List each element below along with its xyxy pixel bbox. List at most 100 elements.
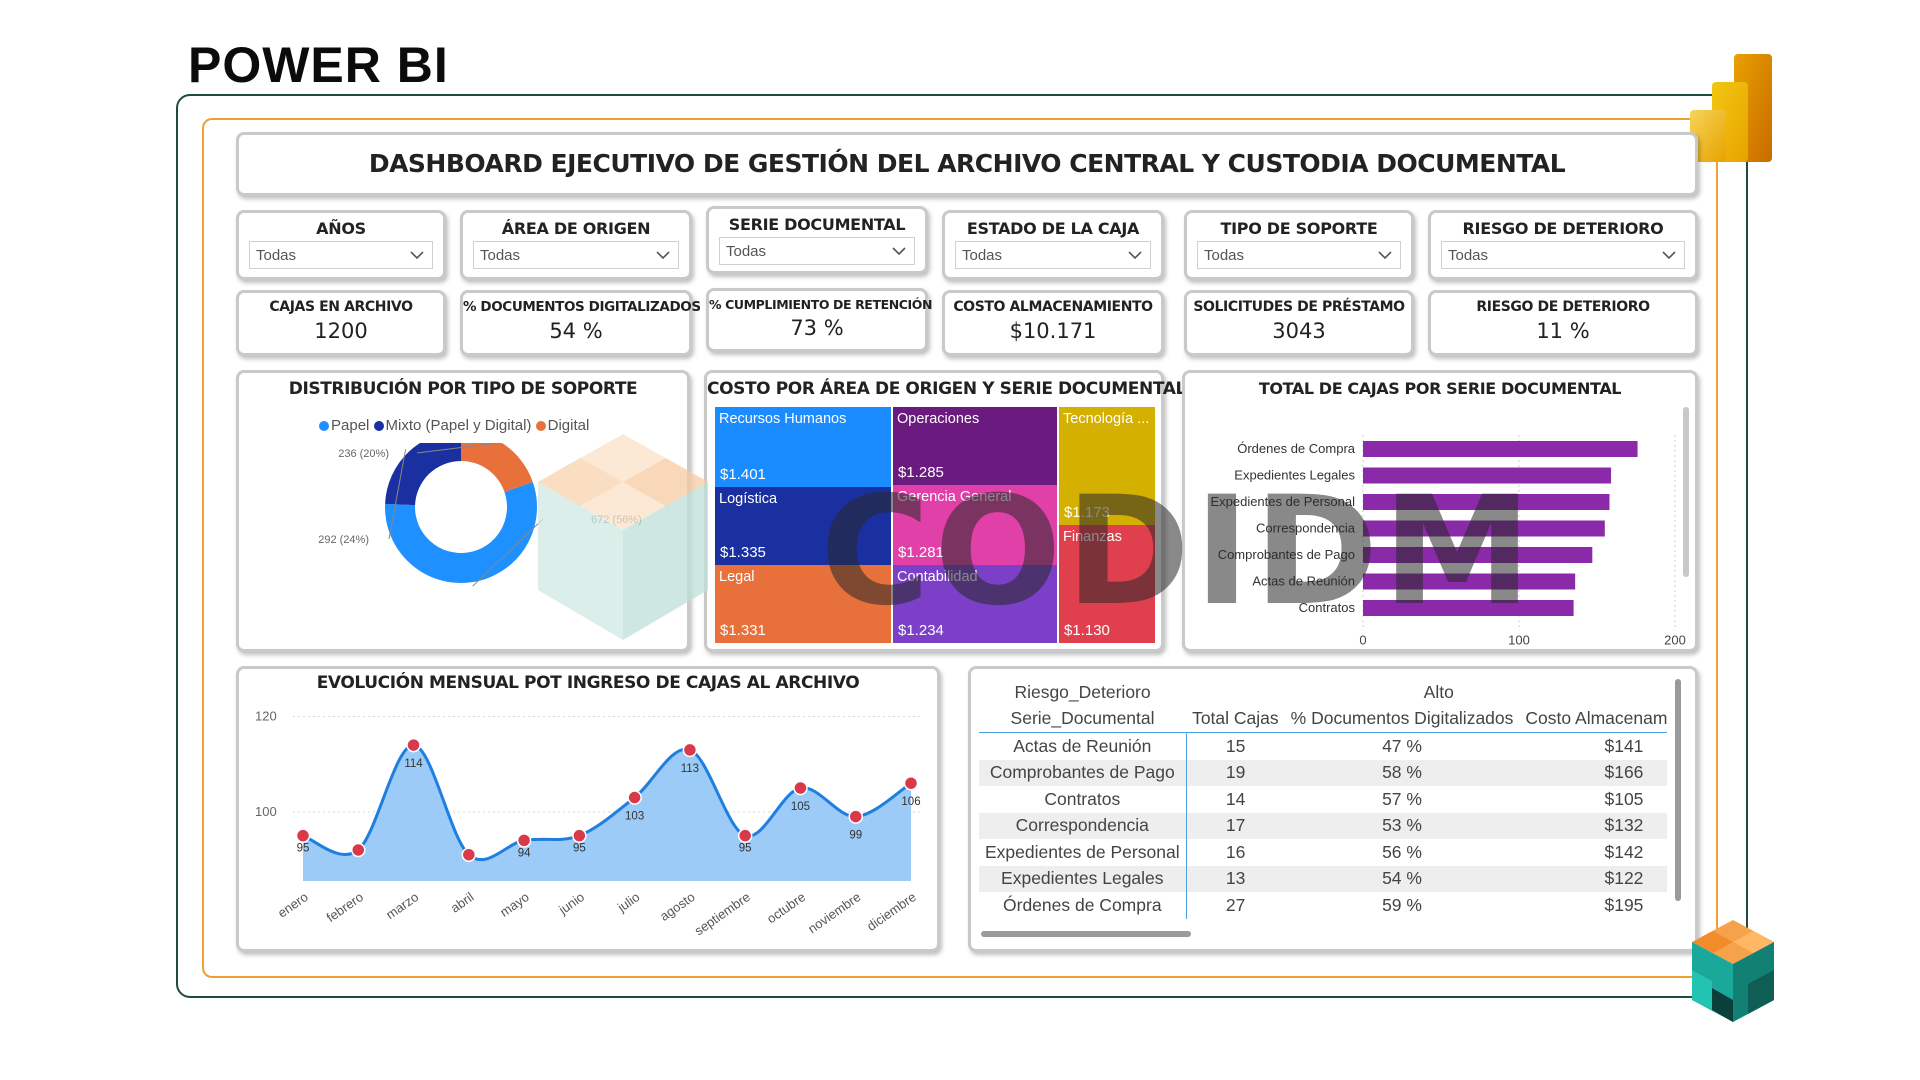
x-tick-label: agosto	[657, 889, 698, 924]
chevron-down-icon	[1662, 251, 1676, 260]
kpi-value: $10.171	[1009, 319, 1097, 343]
slicer-dropdown[interactable]: Todas	[249, 241, 433, 269]
slicer-dropdown[interactable]: Todas	[955, 241, 1151, 269]
data-point	[351, 842, 366, 858]
slicer-dropdown[interactable]: Todas	[719, 237, 915, 265]
treemap-cell[interactable]: Recursos Humanos $1.401	[715, 407, 891, 487]
category-label: Órdenes de Compra	[1237, 441, 1356, 456]
slicer-area-origen[interactable]: ÁREA DE ORIGEN Todas	[460, 210, 692, 280]
category-label: Contratos	[1299, 600, 1356, 615]
data-label: 95	[739, 843, 752, 855]
slicer-dropdown[interactable]: Todas	[1197, 241, 1401, 269]
data-point	[461, 847, 477, 862]
matrix-cell: $122	[1604, 868, 1644, 889]
matrix-horizontal-scrollbar[interactable]	[981, 931, 1191, 937]
kpi-label: RIESGO DE DETERIORO	[1476, 299, 1650, 315]
matrix-row[interactable]: Órdenes de Compra 27 59 % $195	[979, 892, 1667, 919]
watermark-cube-icon	[538, 434, 708, 640]
matrix-header-row: Serie_Documental Total Cajas % Documento…	[979, 706, 1667, 733]
kpi-label: SOLICITUDES DE PRÉSTAMO	[1193, 299, 1405, 315]
slicer-anos[interactable]: AÑOS Todas	[236, 210, 446, 280]
treemap-cell[interactable]: Operaciones $1.285	[893, 407, 1057, 485]
category-label: Expedientes Legales	[1234, 468, 1355, 483]
matrix-body: Actas de Reunión 15 47 % $141 Comprobantes d…	[979, 732, 1667, 919]
chart-title: DISTRIBUCIÓN POR TIPO DE SOPORTE	[288, 379, 638, 399]
slicer-label: ESTADO DE LA CAJA	[966, 219, 1140, 238]
slicer-value: Todas	[1204, 247, 1245, 264]
slicer-dropdown[interactable]: Todas	[1441, 241, 1685, 269]
treemap-cell[interactable]: Gerencia General $1.281	[893, 485, 1057, 565]
matrix-row[interactable]: Actas de Reunión 15 47 % $141	[979, 732, 1667, 760]
treemap-cell[interactable]: Tecnología ... $1.173	[1059, 407, 1155, 525]
treemap: Recursos Humanos $1.401 Logística $1.335 Leg…	[715, 407, 1155, 643]
kpi-label: % CUMPLIMIENTO DE RETENCIÓN	[709, 297, 933, 312]
area-chart: 100 120 95 114 94 95 103 113 95 105 99 106 enero febr…	[255, 709, 921, 938]
matrix-cell: 27	[1225, 894, 1246, 915]
matrix-column-header[interactable]: % Documentos Digitalizados	[1290, 708, 1514, 729]
matrix-row[interactable]: Expedientes de Personal 16 56 % $142	[979, 839, 1667, 866]
x-tick-label: 200	[1664, 633, 1686, 648]
treemap-cell[interactable]: Contabilidad $1.234	[893, 565, 1057, 643]
matrix-cell: 57 %	[1382, 788, 1422, 809]
slicer-riesgo-deterioro[interactable]: RIESGO DE DETERIORO Todas	[1428, 210, 1698, 280]
data-label: 95	[297, 843, 310, 855]
chevron-down-icon	[410, 251, 424, 260]
treemap-cell[interactable]: Logística $1.335	[715, 487, 891, 565]
matrix-cell: $105	[1604, 788, 1644, 809]
matrix-cell: Comprobantes de Pago	[979, 759, 1187, 786]
matrix-row[interactable]: Contratos 14 57 % $105	[979, 786, 1667, 813]
matrix-row[interactable]: Expedientes Legales 13 54 % $122	[979, 865, 1667, 892]
x-tick-label: febrero	[324, 889, 366, 925]
chevron-down-icon	[892, 247, 906, 256]
x-tick-label: marzo	[383, 889, 421, 922]
legend-dot	[373, 421, 384, 432]
matrix-column-header[interactable]: Total Cajas	[1192, 708, 1279, 729]
kpi-label: COSTO ALMACENAMIENTO	[953, 299, 1153, 315]
chart-scrollbar	[1683, 407, 1689, 577]
bar-chart: Órdenes de Compra Expedientes Legales Expe…	[1210, 407, 1689, 648]
matrix-column-header[interactable]: Costo Almacenam	[1525, 708, 1667, 729]
matrix-cell: 47 %	[1382, 735, 1422, 756]
legend-item[interactable]: Papel	[319, 417, 369, 434]
legend-item[interactable]: Digital	[535, 417, 589, 434]
slicer-label: ÁREA DE ORIGEN	[501, 219, 651, 238]
data-label: 113	[681, 763, 699, 775]
matrix-row[interactable]: Comprobantes de Pago 19 58 % $166	[979, 759, 1667, 786]
kpi-cumplimiento-retencion: % CUMPLIMIENTO DE RETENCIÓN 73 %	[706, 288, 933, 352]
matrix-cell: 53 %	[1382, 815, 1422, 836]
matrix-column-header[interactable]: Serie_Documental	[1010, 708, 1155, 729]
matrix-row[interactable]: Correspondencia 17 53 % $132	[979, 812, 1667, 839]
kpi-value: 54 %	[549, 319, 603, 343]
treemap-cell[interactable]: Finanzas $1.130	[1059, 525, 1155, 643]
matrix-cell: 16	[1225, 841, 1246, 862]
chart-title: COSTO POR ÁREA DE ORIGEN Y SERIE DOCUMEN…	[707, 379, 1186, 399]
kpi-value: 1200	[314, 319, 368, 343]
bar-chart-card: TOTAL DE CAJAS POR SERIE DOCUMENTAL Órde…	[1182, 370, 1698, 652]
donut-slice	[384, 482, 537, 583]
leader-line	[472, 518, 544, 587]
treemap-card: COSTO POR ÁREA DE ORIGEN Y SERIE DOCUMEN…	[704, 370, 1186, 652]
data-point	[627, 790, 642, 805]
slicer-serie-documental[interactable]: SERIE DOCUMENTAL Todas	[706, 206, 928, 274]
legend-dot	[535, 421, 546, 432]
treemap-cell-name: Recursos Humanos	[719, 411, 847, 427]
legend-item[interactable]: Mixto (Papel y Digital)	[373, 417, 531, 434]
matrix-cell: $132	[1604, 815, 1644, 836]
x-tick-label: junio	[555, 889, 587, 918]
slicer-tipo-soporte[interactable]: TIPO DE SOPORTE Todas	[1184, 210, 1414, 280]
data-label: 105	[791, 801, 810, 813]
slicer-dropdown[interactable]: Todas	[473, 241, 679, 269]
data-label: 94	[518, 847, 531, 859]
bar	[1363, 467, 1612, 484]
matrix-cell: $166	[1604, 762, 1644, 783]
matrix-header-cell: Riesgo_Deterioro	[1014, 681, 1151, 702]
matrix-cell: Expedientes Legales	[979, 865, 1187, 892]
data-point	[682, 742, 698, 758]
treemap-cell-name: Legal	[719, 569, 755, 585]
bar	[1363, 520, 1605, 537]
treemap-cell[interactable]: Legal $1.331	[715, 565, 891, 643]
outer-frame	[176, 94, 1748, 998]
slicer-estado-caja[interactable]: ESTADO DE LA CAJA Todas	[942, 210, 1164, 280]
kpi-label: % DOCUMENTOS DIGITALIZADOS	[463, 299, 701, 315]
matrix-vertical-scrollbar[interactable]	[1675, 679, 1681, 901]
